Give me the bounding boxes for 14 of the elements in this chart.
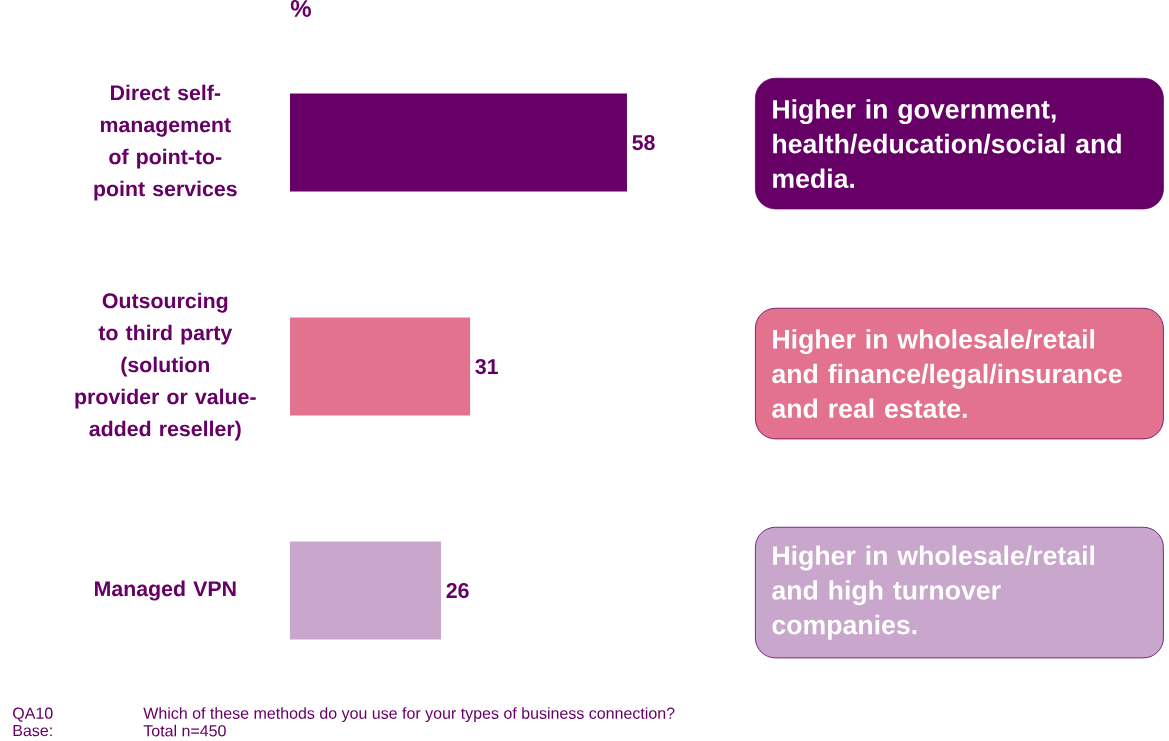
text: Higher in government, health/education/social and media. — [773, 99, 1121, 189]
y-tick-label: Direct self-management of point-to-point services — [94, 84, 237, 201]
data-label: 26 — [446, 583, 469, 599]
text: Higher in wholesale/retail and high turnover companies. — [772, 545, 1095, 640]
data-label: 31 — [475, 359, 498, 375]
text: Higher in wholesale/retail and finance/legal/insurance and real estate. — [772, 329, 1122, 419]
y-tick-label: Managed VPN — [95, 580, 236, 601]
x-axis-title: % — [290, 0, 311, 18]
text: QA10 — [13, 707, 53, 722]
data-label: 58 — [632, 135, 655, 151]
text: Total n=450 — [143, 724, 226, 737]
y-tick-label: Outsourcing to third party (solution provider or value-added reseller) — [75, 292, 256, 441]
text: Which of these methods do you use for your types of business connection? — [143, 707, 675, 723]
text: Base: — [13, 725, 52, 737]
